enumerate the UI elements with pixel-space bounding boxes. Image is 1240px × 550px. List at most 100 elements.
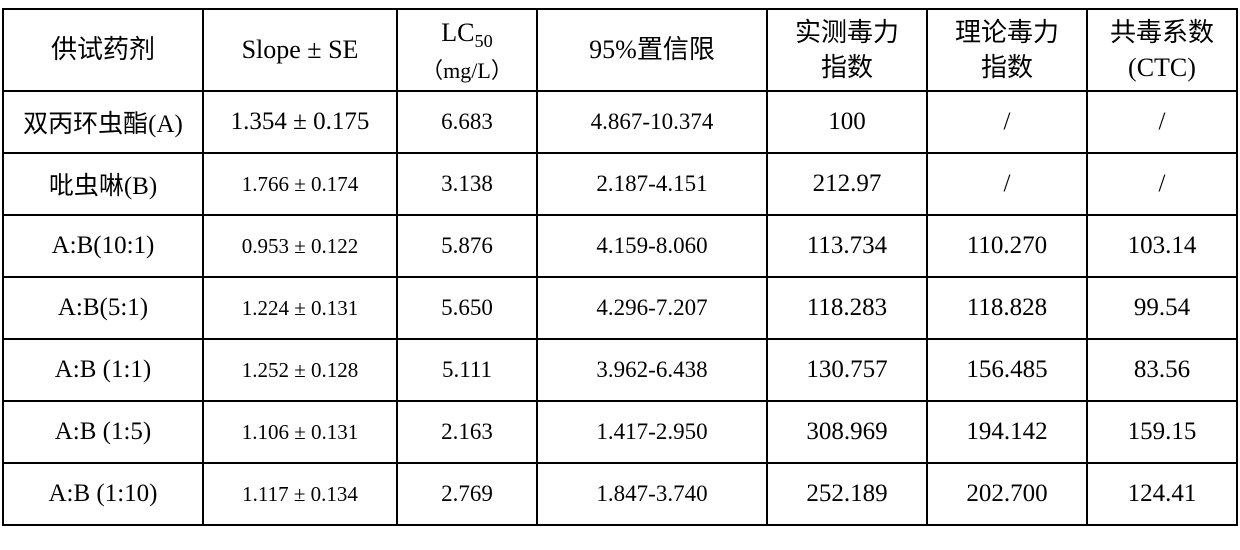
cell-lc50-value: 5.876 xyxy=(441,233,493,258)
cell-lc50: 6.683 xyxy=(397,91,537,153)
cell-lc50-value: 2.769 xyxy=(441,481,493,506)
cell-ctc: 124.41 xyxy=(1087,463,1237,525)
cell-obs-value: 308.969 xyxy=(806,418,887,445)
table-row: A:B (1:5) 1.106 ± 0.131 2.163 1.417-2.950 30… xyxy=(3,401,1237,463)
cell-agent-value: A:B (1:5) xyxy=(55,418,152,445)
table-header-row: 供试药剂 Slope ± SE LC50 （mg/L） 95%置信限 实测毒力 … xyxy=(3,9,1237,91)
col-header-obs: 实测毒力 指数 xyxy=(767,9,927,91)
cell-ctc: 159.15 xyxy=(1087,401,1237,463)
cell-theo-value: 194.142 xyxy=(966,418,1047,445)
col-header-theo-sublabel: 指数 xyxy=(981,53,1033,82)
cell-agent-value: 双丙环虫酯(A) xyxy=(23,111,183,138)
cell-slope-value: 1.252 ± 0.128 xyxy=(242,358,359,382)
cell-lc50-value: 5.650 xyxy=(441,295,493,320)
cell-ctc: / xyxy=(1087,153,1237,215)
cell-slope-value: 1.224 ± 0.131 xyxy=(242,296,359,320)
cell-agent: A:B (1:5) xyxy=(3,401,203,463)
cell-ctc-value: 159.15 xyxy=(1128,418,1197,445)
cell-lc50: 2.769 xyxy=(397,463,537,525)
table-row: 吡虫啉(B) 1.766 ± 0.174 3.138 2.187-4.151 212.9… xyxy=(3,153,1237,215)
cell-lc50: 3.138 xyxy=(397,153,537,215)
cell-agent-value: A:B(10:1) xyxy=(52,232,155,259)
cell-slope: 1.117 ± 0.134 xyxy=(203,463,397,525)
cell-obs-value: 118.283 xyxy=(807,294,887,321)
cell-slope-value: 1.106 ± 0.131 xyxy=(242,420,359,444)
cell-ci95-value: 4.867-10.374 xyxy=(591,109,714,134)
table-row: A:B(5:1) 1.224 ± 0.131 5.650 4.296-7.207 118… xyxy=(3,277,1237,339)
col-header-slope-label: Slope ± SE xyxy=(242,35,359,64)
cell-theo-value: 156.485 xyxy=(966,356,1047,383)
cell-agent-value: 吡虫啉(B) xyxy=(49,173,157,200)
cell-ctc: 103.14 xyxy=(1087,215,1237,277)
cell-obs: 100 xyxy=(767,91,927,153)
cell-agent-value: A:B(5:1) xyxy=(58,294,148,321)
cell-slope: 1.106 ± 0.131 xyxy=(203,401,397,463)
cell-theo: 110.270 xyxy=(927,215,1087,277)
cell-ctc-value: 99.54 xyxy=(1134,294,1190,321)
cell-theo: 194.142 xyxy=(927,401,1087,463)
col-header-ctc-label: 共毒系数 xyxy=(1110,18,1214,47)
cell-obs: 113.734 xyxy=(767,215,927,277)
table-row: A:B (1:1) 1.252 ± 0.128 5.111 3.962-6.438 13… xyxy=(3,339,1237,401)
col-header-agent: 供试药剂 xyxy=(3,9,203,91)
table-row: A:B (1:10)1.117 ± 0.1342.7691.847-3.7402… xyxy=(3,463,1237,525)
cell-ci95-value: 4.159-8.060 xyxy=(596,233,707,258)
cell-agent: A:B (1:1) xyxy=(3,339,203,401)
col-header-theo-label: 理论毒力 xyxy=(955,18,1059,47)
table-row: A:B(10:1) 0.953 ± 0.122 5.876 4.159-8.060 11… xyxy=(3,215,1237,277)
cell-theo-value: 118.828 xyxy=(967,294,1047,321)
cell-lc50: 5.650 xyxy=(397,277,537,339)
cell-lc50: 2.163 xyxy=(397,401,537,463)
table-row: 双丙环虫酯(A) 1.354 ± 0.175 6.683 4.867-10.374 10… xyxy=(3,91,1237,153)
cell-ci95: 4.159-8.060 xyxy=(537,215,767,277)
cell-theo: 156.485 xyxy=(927,339,1087,401)
cell-ci95: 1.847-3.740 xyxy=(537,463,767,525)
cell-ctc-value: / xyxy=(1159,108,1166,135)
cell-ci95: 4.296-7.207 xyxy=(537,277,767,339)
cell-slope: 0.953 ± 0.122 xyxy=(203,215,397,277)
cell-obs-value: 252.189 xyxy=(806,480,887,507)
cell-ctc-value: / xyxy=(1159,170,1166,197)
cell-ctc: / xyxy=(1087,91,1237,153)
cell-theo: 118.828 xyxy=(927,277,1087,339)
cell-obs-value: 212.97 xyxy=(813,170,882,197)
cell-obs-value: 130.757 xyxy=(806,356,887,383)
cell-lc50: 5.876 xyxy=(397,215,537,277)
cell-ci95-value: 1.417-2.950 xyxy=(596,419,707,444)
cell-ctc-value: 103.14 xyxy=(1128,232,1197,259)
cell-obs: 252.189 xyxy=(767,463,927,525)
cell-agent: 双丙环虫酯(A) xyxy=(3,91,203,153)
cell-theo: / xyxy=(927,153,1087,215)
cell-ctc: 99.54 xyxy=(1087,277,1237,339)
cell-slope: 1.354 ± 0.175 xyxy=(203,91,397,153)
col-header-obs-label: 实测毒力 xyxy=(795,18,899,47)
cell-slope: 1.224 ± 0.131 xyxy=(203,277,397,339)
cell-obs: 118.283 xyxy=(767,277,927,339)
cell-obs: 308.969 xyxy=(767,401,927,463)
cell-ctc-value: 83.56 xyxy=(1134,356,1190,383)
cell-lc50-value: 6.683 xyxy=(441,109,493,134)
col-header-obs-sublabel: 指数 xyxy=(821,53,873,82)
toxicity-table: 供试药剂 Slope ± SE LC50 （mg/L） 95%置信限 实测毒力 … xyxy=(2,8,1238,526)
cell-ci95-value: 3.962-6.438 xyxy=(596,357,707,382)
cell-obs: 130.757 xyxy=(767,339,927,401)
cell-ci95: 1.417-2.950 xyxy=(537,401,767,463)
cell-ci95-value: 1.847-3.740 xyxy=(596,481,707,506)
col-header-ci95-label: 95%置信限 xyxy=(589,35,715,64)
cell-theo-value: / xyxy=(1004,108,1011,135)
cell-ci95-value: 2.187-4.151 xyxy=(596,171,707,196)
col-header-slope: Slope ± SE xyxy=(203,9,397,91)
cell-obs-value: 100 xyxy=(828,108,866,135)
col-header-ci95: 95%置信限 xyxy=(537,9,767,91)
cell-slope-value: 1.117 ± 0.134 xyxy=(242,482,358,506)
cell-lc50-value: 5.111 xyxy=(442,357,492,382)
cell-agent: 吡虫啉(B) xyxy=(3,153,203,215)
cell-agent-value: A:B (1:1) xyxy=(55,356,152,383)
col-header-agent-label: 供试药剂 xyxy=(51,35,155,64)
cell-ci95: 2.187-4.151 xyxy=(537,153,767,215)
cell-theo: 202.700 xyxy=(927,463,1087,525)
cell-slope-value: 1.766 ± 0.174 xyxy=(242,172,359,196)
cell-theo-value: 110.270 xyxy=(967,232,1047,259)
cell-ci95: 3.962-6.438 xyxy=(537,339,767,401)
cell-slope-value: 0.953 ± 0.122 xyxy=(242,234,359,258)
